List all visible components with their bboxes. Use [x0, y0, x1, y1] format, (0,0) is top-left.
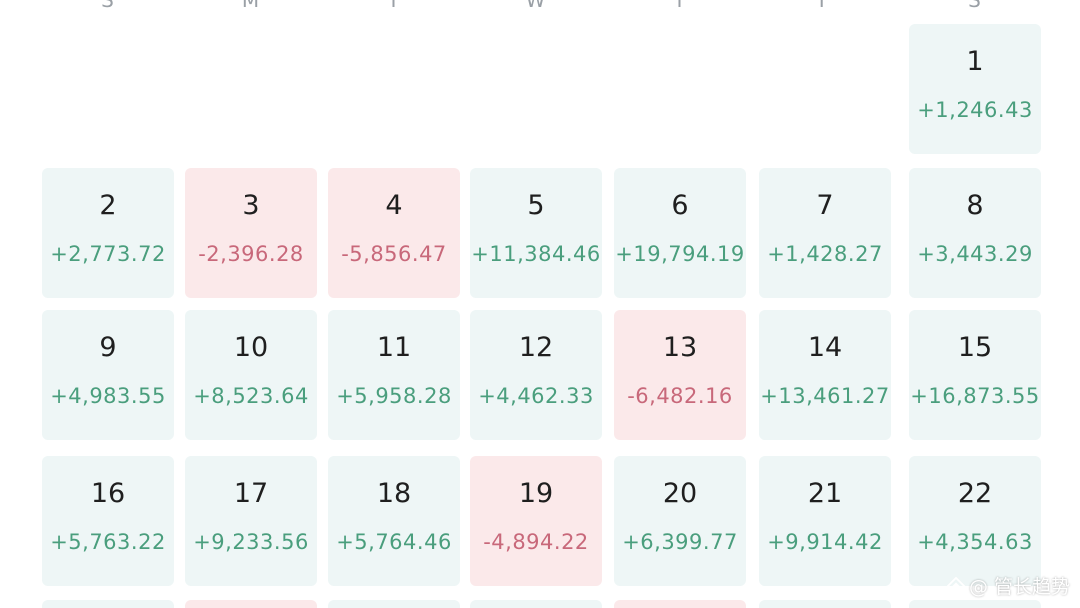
- day-number: 10: [233, 332, 269, 363]
- calendar-day-cell[interactable]: 19 -4,894.22: [470, 456, 602, 586]
- day-number: 2: [99, 190, 117, 221]
- day-pnl-value: +4,354.63: [917, 530, 1033, 554]
- day-number: 20: [662, 478, 698, 509]
- day-number: 18: [376, 478, 412, 509]
- day-pnl-value: +9,233.56: [193, 530, 309, 554]
- calendar-day-cell[interactable]: 4 -5,856.47: [328, 168, 460, 298]
- day-number: 19: [518, 478, 554, 509]
- watermark-text: @ 管长趋势: [968, 576, 1070, 598]
- calendar-day-cell[interactable]: 3 -2,396.28: [185, 168, 317, 298]
- weekday-label: T: [387, 0, 401, 12]
- calendar-day-cell[interactable]: 15 +16,873.55: [909, 310, 1041, 440]
- day-pnl-value: +2,773.72: [50, 242, 166, 266]
- next-week-cell-edge: [614, 600, 746, 608]
- day-pnl-value: +8,523.64: [193, 384, 309, 408]
- calendar-day-cell[interactable]: 14 +13,461.27: [759, 310, 891, 440]
- day-number: 5: [527, 190, 545, 221]
- calendar-day-cell[interactable]: 11 +5,958.28: [328, 310, 460, 440]
- calendar-day-cell[interactable]: 21 +9,914.42: [759, 456, 891, 586]
- calendar-day-cell[interactable]: 13 -6,482.16: [614, 310, 746, 440]
- calendar-day-cell[interactable]: 8 +3,443.29: [909, 168, 1041, 298]
- day-pnl-value: +1,428.27: [767, 242, 883, 266]
- watermark: @ 管长趋势: [946, 572, 1070, 599]
- day-pnl-value: +4,983.55: [50, 384, 166, 408]
- day-pnl-value: -6,482.16: [627, 384, 733, 408]
- day-number: 13: [662, 332, 698, 363]
- day-number: 17: [233, 478, 269, 509]
- calendar-day-cell[interactable]: 16 +5,763.22: [42, 456, 174, 586]
- day-number: 6: [671, 190, 689, 221]
- day-pnl-value: +5,763.22: [50, 530, 166, 554]
- weekday-label: F: [818, 0, 832, 12]
- calendar-day-cell[interactable]: 10 +8,523.64: [185, 310, 317, 440]
- day-number: 11: [376, 332, 412, 363]
- diamond-logo-icon: [946, 576, 965, 595]
- day-pnl-value: +6,399.77: [622, 530, 738, 554]
- next-week-cell-edge: [42, 600, 174, 608]
- next-week-cell-edge: [185, 600, 317, 608]
- calendar-day-cell[interactable]: 17 +9,233.56: [185, 456, 317, 586]
- calendar-day-cell[interactable]: 12 +4,462.33: [470, 310, 602, 440]
- calendar-day-cell[interactable]: 20 +6,399.77: [614, 456, 746, 586]
- day-pnl-value: +13,461.27: [760, 384, 890, 408]
- day-pnl-value: +16,873.55: [910, 384, 1040, 408]
- next-week-cell-edge: [328, 600, 460, 608]
- weekday-label: M: [241, 0, 261, 12]
- day-number: 4: [385, 190, 403, 221]
- day-pnl-value: -4,894.22: [483, 530, 589, 554]
- next-week-cell-edge: [909, 600, 1041, 608]
- calendar-day-cell[interactable]: 7 +1,428.27: [759, 168, 891, 298]
- weekday-label: W: [525, 0, 547, 12]
- day-pnl-value: +3,443.29: [917, 242, 1033, 266]
- next-week-cell-edge: [759, 600, 891, 608]
- day-number: 8: [966, 190, 984, 221]
- day-number: 12: [518, 332, 554, 363]
- calendar-day-cell[interactable]: 5 +11,384.46: [470, 168, 602, 298]
- day-pnl-value: +1,246.43: [917, 98, 1033, 122]
- day-pnl-value: -5,856.47: [341, 242, 447, 266]
- calendar-day-cell[interactable]: 9 +4,983.55: [42, 310, 174, 440]
- calendar-day-cell[interactable]: 6 +19,794.19: [614, 168, 746, 298]
- calendar-day-cell[interactable]: 2 +2,773.72: [42, 168, 174, 298]
- weekday-label: S: [968, 0, 982, 12]
- day-number: 15: [957, 332, 993, 363]
- day-number: 16: [90, 478, 126, 509]
- next-week-cell-edge: [470, 600, 602, 608]
- day-number: 1: [966, 46, 984, 77]
- calendar-day-cell[interactable]: 1 +1,246.43: [909, 24, 1041, 154]
- day-pnl-value: +9,914.42: [767, 530, 883, 554]
- day-pnl-value: +5,764.46: [336, 530, 452, 554]
- day-pnl-value: +5,958.28: [336, 384, 452, 408]
- calendar-day-cell[interactable]: 18 +5,764.46: [328, 456, 460, 586]
- day-number: 14: [807, 332, 843, 363]
- weekday-label: S: [101, 0, 115, 12]
- day-number: 21: [807, 478, 843, 509]
- day-number: 22: [957, 478, 993, 509]
- day-number: 3: [242, 190, 260, 221]
- day-pnl-value: -2,396.28: [198, 242, 304, 266]
- day-pnl-value: +11,384.46: [471, 242, 601, 266]
- day-pnl-value: +19,794.19: [615, 242, 745, 266]
- day-pnl-value: +4,462.33: [478, 384, 594, 408]
- day-number: 7: [816, 190, 834, 221]
- calendar-day-cell[interactable]: 22 +4,354.63: [909, 456, 1041, 586]
- day-number: 9: [99, 332, 117, 363]
- weekday-label: T: [673, 0, 687, 12]
